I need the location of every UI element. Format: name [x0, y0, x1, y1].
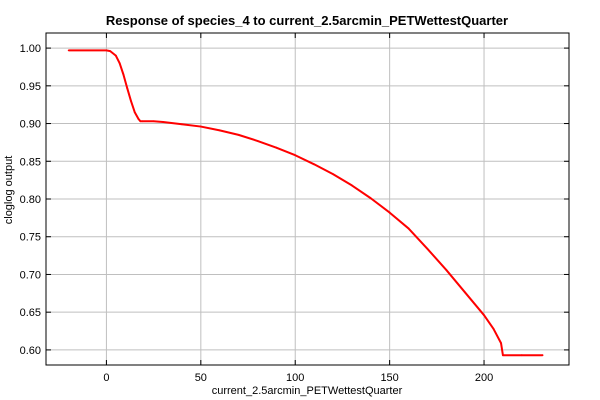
data-point	[133, 111, 136, 114]
data-point	[139, 120, 142, 123]
data-point	[332, 173, 334, 176]
data-point	[294, 154, 297, 157]
x-tick-label: 150	[380, 372, 398, 384]
y-tick-label: 0.60	[20, 345, 41, 357]
data-point	[105, 49, 108, 52]
data-point	[237, 133, 240, 136]
data-point	[407, 227, 410, 230]
x-tick-label: 50	[195, 372, 207, 384]
data-point	[118, 62, 121, 65]
y-axis-label: cloglog output	[3, 156, 15, 225]
data-point	[483, 314, 485, 317]
data-point	[162, 121, 164, 123]
data-point	[256, 140, 259, 142]
data-point	[141, 120, 144, 123]
y-tick-label: 0.80	[20, 194, 41, 206]
y-tick-label: 0.90	[20, 119, 41, 131]
x-tick-label: 0	[103, 372, 109, 384]
y-tick-label: 1.00	[20, 43, 41, 55]
y-tick-label: 0.75	[20, 232, 41, 244]
data-point	[426, 247, 429, 250]
data-point	[199, 125, 202, 128]
x-tick-label: 200	[475, 372, 493, 384]
x-axis-label: current_2.5arcmin_PETWettestQuarter	[212, 385, 403, 397]
series-layer	[67, 49, 544, 357]
data-point	[218, 129, 221, 132]
data-point	[137, 118, 140, 120]
data-point	[130, 100, 132, 102]
data-point	[502, 354, 504, 357]
data-point	[369, 197, 372, 200]
data-point	[181, 123, 183, 126]
data-point	[152, 120, 155, 123]
data-point	[541, 354, 544, 357]
y-tick-label: 0.95	[20, 81, 41, 93]
data-point	[126, 87, 129, 89]
data-point	[520, 354, 523, 357]
y-tick-label: 0.65	[20, 307, 41, 319]
data-point	[492, 327, 495, 330]
y-tick-label: 0.85	[20, 156, 41, 168]
data-point	[114, 54, 117, 57]
data-point	[275, 146, 278, 149]
data-point	[122, 73, 125, 76]
data-point	[67, 49, 70, 52]
ticks: 0 50 100 150 200 0.60 0.65 0.70 0.75 0.80 0.85 0.90…	[20, 33, 569, 384]
chart-title: Response of species_4 to current_2.5arcm…	[106, 13, 508, 28]
data-point	[313, 163, 316, 166]
grid	[46, 33, 569, 365]
x-tick-label: 100	[286, 372, 304, 384]
data-point	[500, 342, 502, 345]
series-line	[68, 49, 543, 357]
y-tick-label: 0.70	[20, 269, 41, 281]
data-point	[464, 291, 467, 294]
data-point	[388, 211, 391, 214]
data-point	[445, 269, 448, 271]
data-point	[350, 184, 353, 187]
data-point	[109, 50, 112, 53]
